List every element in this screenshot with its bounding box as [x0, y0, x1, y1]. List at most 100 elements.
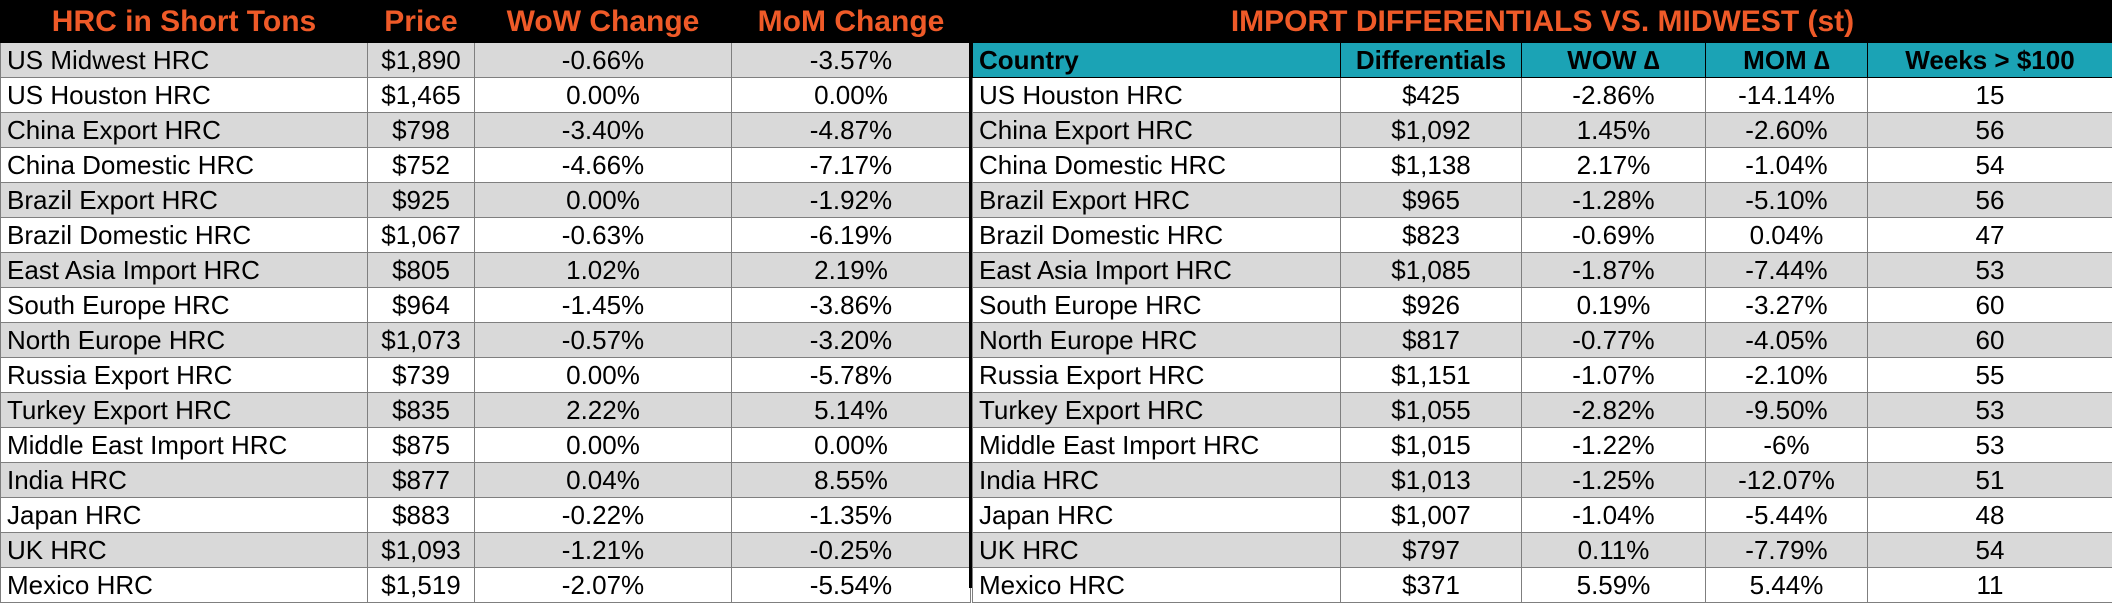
- table-cell: 0.04%: [475, 463, 732, 498]
- table-row: Brazil Domestic HRC$1,067-0.63%-6.19%: [1, 218, 971, 253]
- table-cell: South Europe HRC: [1, 288, 368, 323]
- table-row: Japan HRC$1,007-1.04%-5.44%48: [973, 498, 2112, 533]
- table-cell: -7.17%: [732, 148, 971, 183]
- table-cell: -1.87%: [1522, 253, 1706, 288]
- table-cell: $877: [368, 463, 475, 498]
- table-cell: $1,073: [368, 323, 475, 358]
- table-cell: $1,092: [1341, 113, 1522, 148]
- table-cell: $1,013: [1341, 463, 1522, 498]
- table-row: North Europe HRC$1,073-0.57%-3.20%: [1, 323, 971, 358]
- table-cell: $1,007: [1341, 498, 1522, 533]
- table-cell: $1,519: [368, 568, 475, 603]
- table-cell: US Midwest HRC: [1, 43, 368, 78]
- table-row: Turkey Export HRC$1,055-2.82%-9.50%53: [973, 393, 2112, 428]
- table-cell: 5.14%: [732, 393, 971, 428]
- table-cell: $1,055: [1341, 393, 1522, 428]
- table-row: Mexico HRC$1,519-2.07%-5.54%: [1, 568, 971, 603]
- table-cell: East Asia Import HRC: [973, 253, 1341, 288]
- table-row: South Europe HRC$964-1.45%-3.86%: [1, 288, 971, 323]
- table-cell: Brazil Domestic HRC: [1, 218, 368, 253]
- table-cell: 0.11%: [1522, 533, 1706, 568]
- table-cell: $1,093: [368, 533, 475, 568]
- table-cell: $1,085: [1341, 253, 1522, 288]
- table-cell: -1.22%: [1522, 428, 1706, 463]
- table-cell: 0.00%: [475, 428, 732, 463]
- hrc-price-table-body: US Midwest HRC$1,890-0.66%-3.57%US Houst…: [1, 43, 971, 603]
- table-cell: UK HRC: [1, 533, 368, 568]
- table-cell: South Europe HRC: [973, 288, 1341, 323]
- table-cell: $875: [368, 428, 475, 463]
- table-cell: -3.40%: [475, 113, 732, 148]
- table-cell: -6%: [1706, 428, 1868, 463]
- table-cell: Brazil Export HRC: [973, 183, 1341, 218]
- column-header-wow: WoW Change: [475, 1, 732, 43]
- table-cell: $1,890: [368, 43, 475, 78]
- table-cell: 0.00%: [475, 358, 732, 393]
- table-cell: 2.17%: [1522, 148, 1706, 183]
- table-row: Brazil Domestic HRC$823-0.69%0.04%47: [973, 218, 2112, 253]
- table-cell: -2.86%: [1522, 78, 1706, 113]
- table-cell: -0.22%: [475, 498, 732, 533]
- column-header-hrc: HRC in Short Tons: [1, 1, 368, 43]
- table-cell: $752: [368, 148, 475, 183]
- column-header-mom: MoM Change: [732, 1, 971, 43]
- table-cell: 0.04%: [1706, 218, 1868, 253]
- table-row: US Houston HRC$425-2.86%-14.14%15: [973, 78, 2112, 113]
- table-cell: Brazil Domestic HRC: [973, 218, 1341, 253]
- table-cell: -0.69%: [1522, 218, 1706, 253]
- table-cell: 54: [1868, 148, 2112, 183]
- table-cell: -1.35%: [732, 498, 971, 533]
- table-cell: North Europe HRC: [1, 323, 368, 358]
- table-cell: Japan HRC: [973, 498, 1341, 533]
- table-cell: -14.14%: [1706, 78, 1868, 113]
- table-cell: Brazil Export HRC: [1, 183, 368, 218]
- table-cell: -9.50%: [1706, 393, 1868, 428]
- table-cell: -0.63%: [475, 218, 732, 253]
- table-cell: -4.87%: [732, 113, 971, 148]
- table-cell: -1.04%: [1706, 148, 1868, 183]
- table-cell: US Houston HRC: [1, 78, 368, 113]
- table-cell: -3.57%: [732, 43, 971, 78]
- steel-price-dashboard: HRC in Short Tons Price WoW Change MoM C…: [0, 0, 2112, 588]
- table-cell: -2.10%: [1706, 358, 1868, 393]
- table-cell: -7.79%: [1706, 533, 1868, 568]
- table-cell: Turkey Export HRC: [1, 393, 368, 428]
- table-cell: -1.04%: [1522, 498, 1706, 533]
- table-cell: $805: [368, 253, 475, 288]
- table-cell: 56: [1868, 113, 2112, 148]
- table-cell: $739: [368, 358, 475, 393]
- table-cell: 15: [1868, 78, 2112, 113]
- table-cell: -1.21%: [475, 533, 732, 568]
- table-cell: 54: [1868, 533, 2112, 568]
- table-row: Middle East Import HRC$1,015-1.22%-6%53: [973, 428, 2112, 463]
- table-cell: India HRC: [1, 463, 368, 498]
- table-cell: 2.19%: [732, 253, 971, 288]
- column-header-mom-delta: MOM ∆: [1706, 43, 1868, 78]
- table-cell: -5.54%: [732, 568, 971, 603]
- table-cell: -3.86%: [732, 288, 971, 323]
- table-cell: -0.77%: [1522, 323, 1706, 358]
- table-cell: UK HRC: [973, 533, 1341, 568]
- table-cell: 0.19%: [1522, 288, 1706, 323]
- table-cell: 2.22%: [475, 393, 732, 428]
- table-row: Japan HRC$883-0.22%-1.35%: [1, 498, 971, 533]
- table-row: Brazil Export HRC$965-1.28%-5.10%56: [973, 183, 2112, 218]
- table-cell: Middle East Import HRC: [1, 428, 368, 463]
- table-cell: North Europe HRC: [973, 323, 1341, 358]
- table-cell: -2.82%: [1522, 393, 1706, 428]
- table-cell: $926: [1341, 288, 1522, 323]
- table-cell: Japan HRC: [1, 498, 368, 533]
- import-differentials-title-row: IMPORT DIFFERENTIALS VS. MIDWEST (st): [973, 1, 2112, 43]
- table-cell: 8.55%: [732, 463, 971, 498]
- table-cell: $1,465: [368, 78, 475, 113]
- table-cell: Turkey Export HRC: [973, 393, 1341, 428]
